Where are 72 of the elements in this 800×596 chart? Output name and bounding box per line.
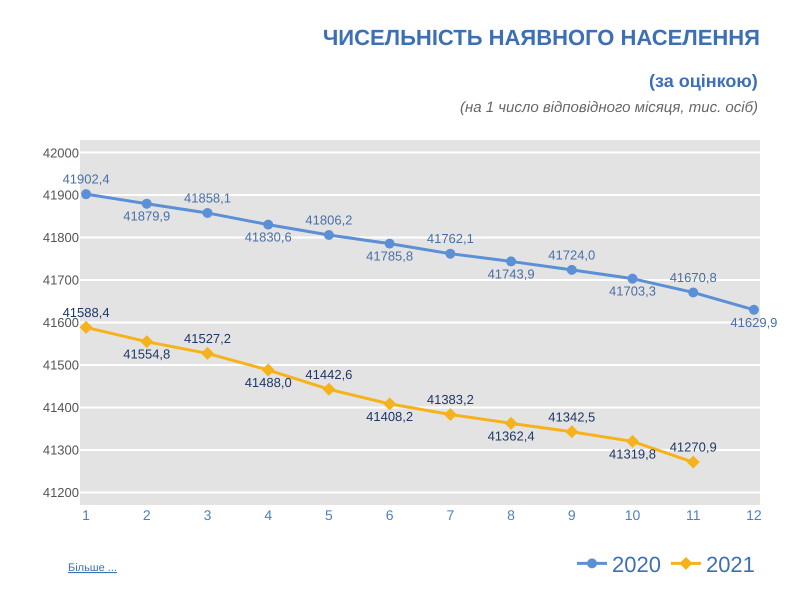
point	[80, 320, 93, 334]
y-tick-label: 41800	[42, 230, 79, 246]
point	[201, 346, 214, 360]
y-tick-label: 41200	[42, 484, 79, 500]
data-label: 41488,0	[244, 375, 292, 390]
point	[444, 408, 457, 422]
point	[445, 248, 456, 259]
data-label: 41527,2	[184, 330, 231, 346]
x-tick-label: 10	[624, 507, 640, 523]
x-tick-label: 8	[507, 507, 516, 523]
data-label: 41342,5	[548, 409, 596, 424]
data-label: 41902,4	[62, 172, 110, 187]
legend-label: 2021	[706, 552, 755, 577]
x-tick-label: 2	[142, 507, 151, 523]
point	[748, 304, 759, 315]
point	[688, 287, 698, 298]
data-label: 41362,4	[488, 428, 535, 444]
x-tick-label: 1	[82, 507, 90, 523]
point	[263, 220, 274, 230]
data-label: 41383,2	[426, 392, 474, 408]
point	[81, 189, 92, 200]
x-tick-label: 12	[746, 507, 762, 523]
point	[324, 230, 334, 240]
data-label: 41319,8	[609, 446, 656, 462]
x-tick-label: 4	[264, 507, 272, 523]
point	[626, 434, 639, 448]
y-tick-label: 42000	[42, 145, 79, 160]
data-label: 41806,2	[305, 212, 352, 228]
data-label: 41629,9	[730, 314, 778, 330]
point	[686, 456, 700, 469]
x-tick-label: 11	[686, 507, 701, 523]
data-label: 41554,8	[123, 346, 170, 362]
data-label: 41879,9	[123, 208, 170, 224]
x-tick-label: 6	[386, 507, 394, 523]
y-tick-label: 41900	[42, 188, 79, 203]
data-label: 41830,6	[244, 230, 292, 245]
y-tick-label: 41400	[42, 400, 79, 415]
text: Більше ...	[68, 562, 117, 574]
point	[504, 416, 518, 430]
x-tick-label: 9	[568, 507, 576, 523]
y-tick-label: 41300	[42, 442, 79, 458]
x-tick-label: 5	[325, 507, 334, 523]
point	[506, 256, 516, 266]
data-label: 41858,1	[184, 190, 231, 206]
data-label: 41703,3	[609, 284, 656, 299]
point	[566, 264, 577, 275]
data-label: 41270,9	[670, 440, 717, 455]
data-label: 41724,0	[548, 247, 596, 262]
point	[322, 382, 336, 396]
legend-label: 2020	[612, 552, 661, 577]
point	[142, 198, 152, 209]
chart-title: ЧИСЕЛЬНІСТЬ НАЯВНОГО НАСЕЛЕННЯ	[322, 25, 760, 50]
y-tick-label: 41500	[42, 357, 79, 372]
chart-subtitle: (за оцінкою)	[649, 71, 758, 91]
data-label: 41670,8	[670, 270, 717, 285]
point	[140, 335, 154, 348]
point	[384, 238, 395, 249]
text: (на 1 число відповідного місяця, тис. осіб)	[460, 99, 758, 116]
data-label: 41743,9	[488, 266, 535, 282]
x-tick-label: 7	[446, 507, 454, 523]
data-label: 41785,8	[366, 248, 414, 264]
point	[383, 397, 396, 410]
x-tick-label: 3	[204, 507, 212, 523]
point	[202, 208, 212, 218]
data-label: 41408,2	[366, 408, 414, 424]
y-tick-label: 41700	[42, 272, 79, 288]
point	[565, 425, 578, 438]
point	[628, 274, 638, 284]
point	[262, 364, 275, 377]
data-label: 41442,6	[305, 366, 352, 382]
data-label: 41588,4	[62, 304, 110, 320]
data-label: 41762,1	[426, 231, 474, 246]
